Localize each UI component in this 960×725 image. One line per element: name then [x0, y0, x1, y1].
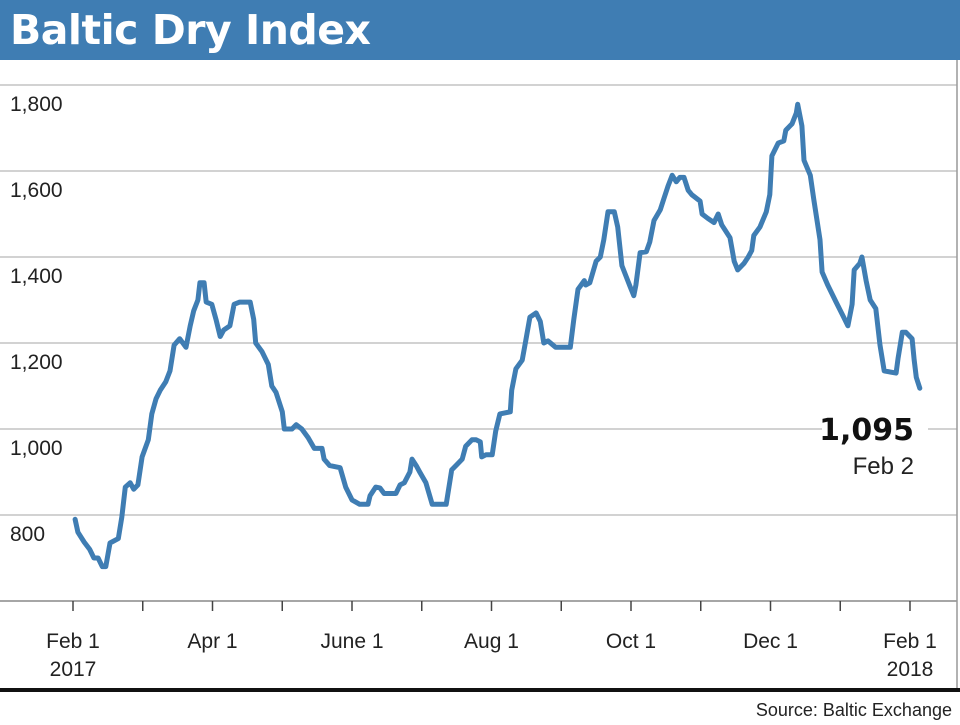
y-tick-label: 1,200	[10, 351, 63, 374]
series-line-bdi	[72, 101, 923, 570]
x-tick-label: Feb 1	[883, 630, 937, 653]
x-tick-label: Dec 1	[743, 630, 798, 653]
x-tick-label: Apr 1	[187, 630, 237, 653]
x-tick-year-label: 2017	[50, 658, 97, 681]
y-tick-label: 1,000	[10, 437, 63, 460]
y-tick-label: 1,400	[10, 265, 63, 288]
title-bar: Baltic Dry Index	[0, 0, 960, 60]
annotation-background	[822, 410, 928, 448]
y-tick-label: 1,800	[10, 93, 63, 116]
x-tick-label: Oct 1	[606, 630, 656, 653]
x-tick-year-label: 2018	[887, 658, 934, 681]
y-tick-label: 1,600	[10, 179, 63, 202]
source-note: Source: Baltic Exchange	[755, 700, 952, 720]
x-tick-label: Feb 1	[46, 630, 100, 653]
x-tick-label: Aug 1	[464, 630, 519, 653]
x-tick-label: June 1	[320, 630, 383, 653]
annotation-date: Feb 2	[853, 453, 914, 480]
annotation-value: 1,095	[819, 413, 914, 448]
chart-title: Baltic Dry Index	[10, 6, 371, 54]
y-tick-label: 800	[10, 523, 45, 546]
